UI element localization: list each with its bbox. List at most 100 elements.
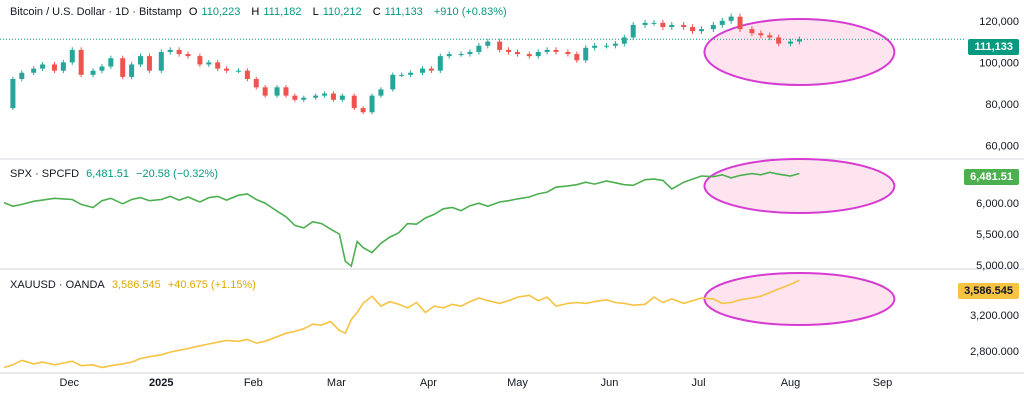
candle-body xyxy=(262,87,268,96)
candle-body xyxy=(339,95,345,100)
candle-body xyxy=(224,68,230,71)
y-tick-label: 3,200.000 xyxy=(970,310,1019,322)
candle-body xyxy=(446,54,452,57)
candle-body xyxy=(603,45,609,47)
candle-body xyxy=(506,49,512,52)
candle-body xyxy=(467,51,473,55)
candle-body xyxy=(69,49,75,63)
spx-legend: SPX · SPCFD 6,481.51 −20.58 (−0.32%) xyxy=(10,168,222,180)
y-tick-label: 120,000 xyxy=(979,16,1019,28)
spx-change: −20.58 (−0.32%) xyxy=(136,168,218,180)
btc-change: +910 (+0.83%) xyxy=(433,6,507,18)
candle-body xyxy=(129,64,135,77)
candle-body xyxy=(185,54,191,57)
candle-body xyxy=(514,51,520,55)
candle-body xyxy=(553,49,559,52)
candle-body xyxy=(630,24,636,38)
candle-body xyxy=(399,74,405,76)
y-tick-label: 2,800.000 xyxy=(970,346,1019,358)
candle-body xyxy=(215,62,221,69)
candle-body xyxy=(621,37,627,44)
btc-low: L 110,212 xyxy=(312,6,362,18)
x-tick-label: Mar xyxy=(327,377,346,389)
candle-body xyxy=(428,68,434,71)
candle-body xyxy=(351,95,357,109)
y-tick-label: 6,000.00 xyxy=(976,198,1019,210)
candle-body xyxy=(651,22,657,24)
gold-title: XAUUSD · OANDA xyxy=(10,279,105,291)
y-tick-label: 100,000 xyxy=(979,57,1019,69)
candle-body xyxy=(158,51,164,71)
candle-body xyxy=(10,79,16,109)
candle-body xyxy=(176,49,182,55)
x-tick-label: Apr xyxy=(420,377,437,389)
x-tick-label: 2025 xyxy=(149,377,173,389)
x-tick-label: Sep xyxy=(873,377,893,389)
candle-body xyxy=(796,39,802,42)
y-tick-label: 60,000 xyxy=(985,141,1019,153)
candle-body xyxy=(292,95,298,100)
spx-last: 6,481.51 xyxy=(86,168,129,180)
candle-body xyxy=(419,68,425,73)
candle-body xyxy=(378,89,384,96)
candle-body xyxy=(476,45,482,52)
x-tick-label: Feb xyxy=(244,377,263,389)
candle-body xyxy=(167,49,173,52)
candle-body xyxy=(737,16,743,30)
candle-body xyxy=(120,58,126,77)
candle-body xyxy=(669,24,675,28)
candle-body xyxy=(485,41,491,46)
candle-body xyxy=(40,64,46,69)
candle-body xyxy=(408,72,414,75)
candle-body xyxy=(235,70,241,72)
candle-body xyxy=(360,108,366,113)
candle-body xyxy=(108,58,114,67)
candle-body xyxy=(497,41,503,50)
candle-body xyxy=(322,93,328,96)
btc-title: Bitcoin / U.S. Dollar · 1D · Bitstamp xyxy=(10,6,182,18)
candle-body xyxy=(758,33,764,36)
x-tick-label: Aug xyxy=(781,377,801,389)
candle-body xyxy=(390,74,396,90)
candle-body xyxy=(710,24,716,30)
spx-price-badge: 6,481.51 xyxy=(964,169,1019,185)
candle-body xyxy=(767,35,773,38)
gold-last: 3,586.545 xyxy=(111,279,161,291)
candle-body xyxy=(788,41,794,44)
candle-body xyxy=(206,62,212,65)
y-tick-label: 80,000 xyxy=(985,99,1019,111)
candle-body xyxy=(681,24,687,28)
candle-body xyxy=(283,87,289,96)
candle-body xyxy=(660,22,666,28)
candle-body xyxy=(544,49,550,52)
candle-body xyxy=(698,29,704,32)
candle-body xyxy=(583,47,589,61)
candle-body xyxy=(301,97,307,100)
candle-body xyxy=(749,29,755,34)
y-tick-label: 5,000.00 xyxy=(976,260,1019,272)
candle-body xyxy=(369,95,375,113)
candle-body xyxy=(728,16,734,21)
y-tick-label: 5,500.00 xyxy=(976,229,1019,241)
gold-change: +40.675 (+1.15%) xyxy=(167,279,256,291)
series-line xyxy=(3,279,800,369)
candle-body xyxy=(90,70,96,75)
candle-body xyxy=(99,66,105,71)
candle-body xyxy=(776,37,782,44)
candle-body xyxy=(565,51,571,55)
btc-price-badge: 111,133 xyxy=(968,39,1019,55)
highlight-ellipse xyxy=(703,158,896,214)
candle-body xyxy=(526,54,532,57)
gold-legend: XAUUSD · OANDA 3,586.545 +40.675 (+1.15%… xyxy=(10,279,260,291)
x-tick-label: Jun xyxy=(601,377,619,389)
candle-body xyxy=(574,54,580,61)
candle-body xyxy=(31,68,37,73)
x-tick-label: May xyxy=(507,377,528,389)
candle-body xyxy=(51,64,57,71)
candle-body xyxy=(592,45,598,48)
candle-body xyxy=(138,56,144,65)
btc-close: C 111,133 xyxy=(372,6,423,18)
x-tick-label: Dec xyxy=(60,377,80,389)
